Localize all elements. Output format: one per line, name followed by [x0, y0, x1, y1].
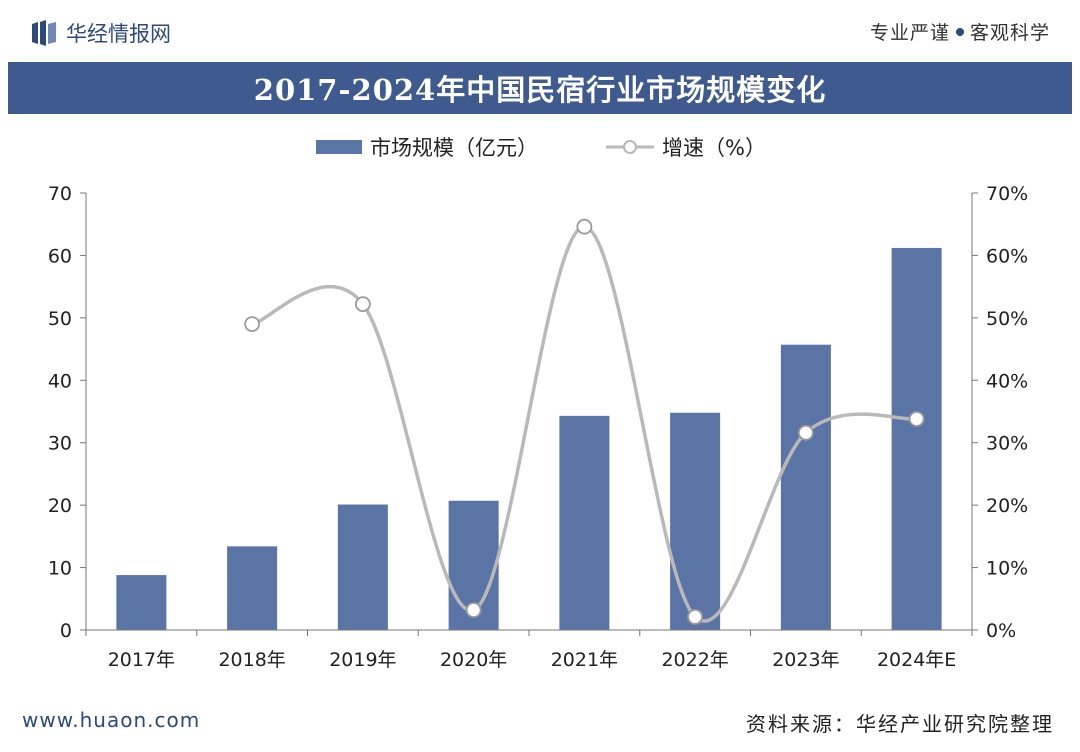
- right-axis-tick-label: 0%: [986, 620, 1016, 642]
- footer-source: 资料来源：华经产业研究院整理: [746, 712, 1054, 736]
- left-axis-tick-label: 70: [48, 183, 72, 205]
- x-axis-tick-label: 2022年: [661, 649, 728, 671]
- left-axis-tick-label: 50: [48, 308, 72, 330]
- legend-bar-swatch: [316, 140, 362, 154]
- chart-area: 市场规模（亿元） 增速（%） 0 10 20 30 40 50 60 70 0% 10% 20% 30…: [0, 118, 1080, 704]
- brand-name: 华经情报网: [66, 22, 171, 46]
- bar-2019年: [337, 504, 388, 630]
- slogan: 专业严谨 客观科学: [870, 18, 1050, 45]
- x-axis-tick-label: 2021年: [551, 649, 618, 671]
- right-axis-tick-label: 50%: [986, 308, 1028, 330]
- growth-point-2023年: [797, 424, 814, 441]
- left-axis-tick-label: 0: [60, 620, 72, 642]
- slogan-right: 客观科学: [969, 22, 1050, 44]
- growth-point-2020年: [465, 602, 482, 618]
- growth-point-2019年: [354, 296, 371, 313]
- bar-2024年E: [891, 247, 942, 631]
- growth-point-2018年: [244, 316, 261, 333]
- bar-2017年: [116, 575, 167, 630]
- brand-logo-icon: [32, 20, 56, 46]
- x-axis-tick-label: 2020年: [440, 649, 507, 671]
- growth-point-2021年: [576, 218, 593, 235]
- left-axis-tick-label: 60: [48, 245, 72, 267]
- slogan-dot-icon: [955, 27, 964, 36]
- footer: www.huaon.com 资料来源：华经产业研究院整理: [0, 700, 1080, 752]
- slogan-left: 专业严谨: [869, 22, 950, 44]
- growth-line: [244, 218, 925, 625]
- right-axis-tick-label: 70%: [986, 183, 1028, 205]
- right-axis-tick-label: 20%: [986, 495, 1028, 517]
- chart-title-bar: 2017-2024年中国民宿行业市场规模变化: [8, 62, 1072, 114]
- right-axis-tick-label: 60%: [986, 245, 1028, 267]
- footer-website[interactable]: www.huaon.com: [22, 708, 201, 732]
- right-axis-tick-label: 40%: [986, 370, 1028, 392]
- bars: [116, 247, 942, 631]
- bar-2018年: [227, 546, 278, 630]
- legend-bar-label: 市场规模（亿元）: [370, 136, 538, 160]
- x-axis-tick-label: 2024年E: [877, 649, 956, 671]
- chart-svg: 市场规模（亿元） 增速（%） 0 10 20 30 40 50 60 70 0% 10% 20% 30…: [48, 136, 1028, 671]
- left-axis-tick-label: 40: [48, 370, 72, 392]
- right-axis-tick-label: 30%: [986, 433, 1028, 455]
- x-axis-tick-label: 2017年: [108, 649, 175, 671]
- right-axis: 0% 10% 20% 30% 40% 50% 60% 70%: [971, 183, 1028, 642]
- x-axis-tick-label: 2018年: [218, 649, 285, 671]
- left-axis-tick-label: 10: [48, 558, 72, 580]
- left-axis: 0 10 20 30 40 50 60 70: [48, 183, 87, 642]
- x-axis-tick-label: 2019年: [329, 649, 396, 671]
- x-axis: 2017年 2018年 2019年 2020年 2021年 2022年 2023年 2024年…: [85, 629, 973, 671]
- legend-line-marker: [623, 140, 637, 154]
- chart-title: 2017-2024年中国民宿行业市场规模变化: [253, 73, 827, 107]
- bar-2022年: [670, 412, 721, 630]
- right-axis-tick-label: 10%: [986, 558, 1028, 580]
- bar-2021年: [559, 415, 610, 630]
- header: 华经情报网 专业严谨 客观科学: [0, 0, 1080, 62]
- growth-point-2022年: [687, 608, 704, 625]
- x-axis-tick-label: 2023年: [772, 649, 839, 671]
- growth-point-2024年E: [908, 411, 925, 427]
- brand[interactable]: 华经情报网: [32, 16, 171, 50]
- legend: 市场规模（亿元） 增速（%）: [316, 136, 766, 160]
- left-axis-tick-label: 30: [48, 433, 72, 455]
- legend-line-label: 增速（%）: [662, 136, 766, 160]
- bar-2023年: [780, 344, 831, 630]
- left-axis-tick-label: 20: [48, 495, 72, 517]
